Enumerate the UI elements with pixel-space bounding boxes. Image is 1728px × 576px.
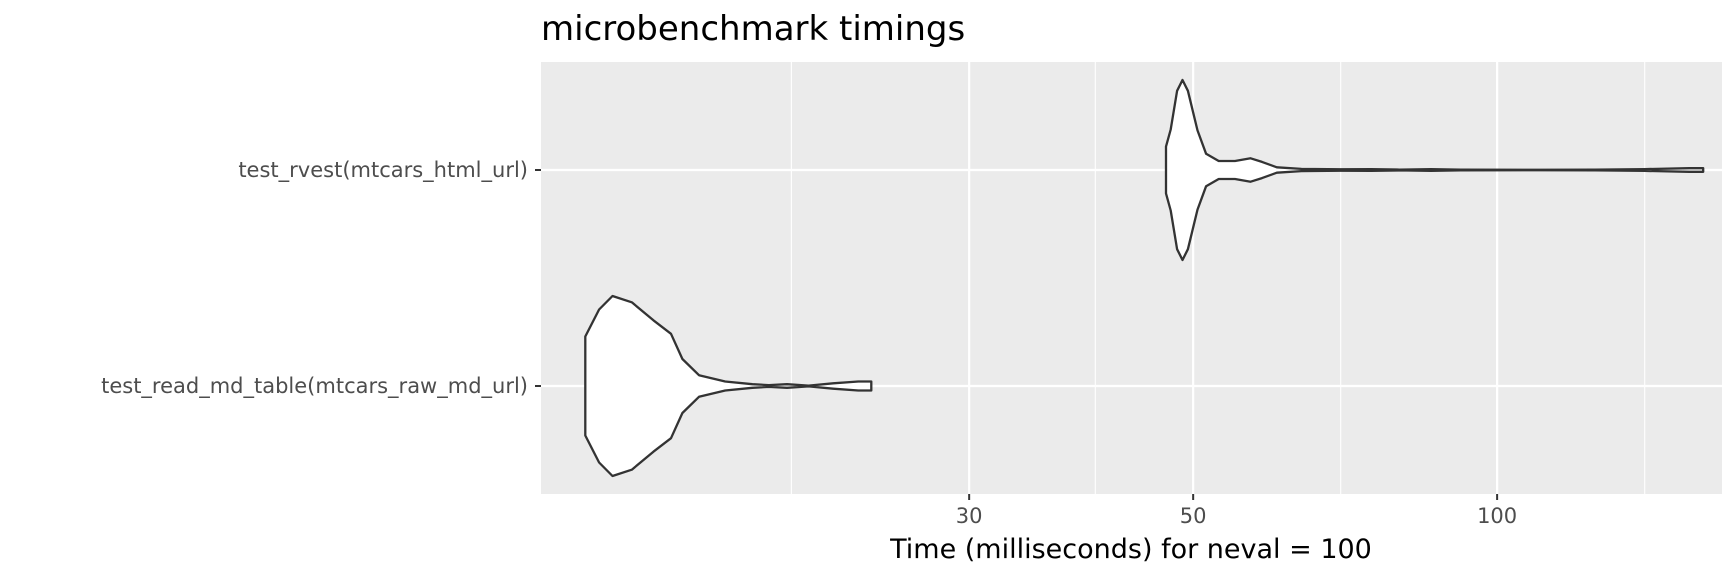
x-axis: 30 50 100 bbox=[956, 494, 1517, 528]
y-tick-label: test_rvest(mtcars_html_url) bbox=[238, 158, 528, 183]
y-tick-label: test_read_md_table(mtcars_raw_md_url) bbox=[101, 374, 528, 399]
violin bbox=[584, 294, 873, 478]
violins bbox=[584, 78, 1705, 478]
plot-panel bbox=[541, 62, 1722, 494]
x-tick-label: 30 bbox=[956, 504, 983, 528]
y-axis: test_rvest(mtcars_html_url) test_read_md_… bbox=[101, 158, 541, 399]
x-tick-label: 100 bbox=[1477, 504, 1517, 528]
x-tick-label: 50 bbox=[1180, 504, 1207, 528]
chart-title: microbenchmark timings bbox=[541, 9, 965, 49]
x-axis-title: Time (milliseconds) for neval = 100 bbox=[889, 534, 1372, 565]
violin bbox=[1164, 78, 1705, 262]
